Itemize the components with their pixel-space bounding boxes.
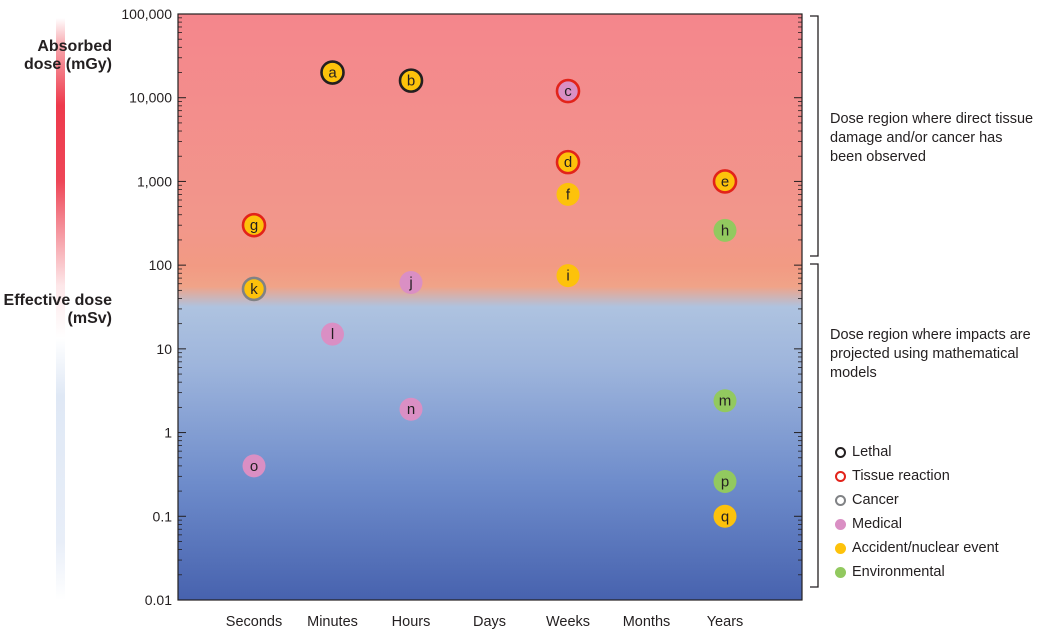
x-tick-label: Minutes xyxy=(307,614,358,630)
point-marker xyxy=(556,264,580,288)
upper-region-bracket xyxy=(810,15,819,257)
legend-swatch xyxy=(835,518,846,530)
legend-swatch xyxy=(835,566,846,578)
legend: Lethal Tissue reaction Cancer Medical Accide… xyxy=(835,444,1040,594)
legend-swatch xyxy=(835,542,846,554)
legend-item-medical: Medical xyxy=(835,516,902,532)
data-point-l: l xyxy=(321,322,344,346)
y-tick-label: 0.1 xyxy=(153,508,173,524)
legend-swatch xyxy=(835,494,846,506)
point-label: m xyxy=(719,393,732,410)
point-marker xyxy=(555,78,581,104)
legend-item-lethal: Lethal xyxy=(835,444,892,460)
y-tick-label: 10 xyxy=(156,341,172,357)
y-tick-label: 10,000 xyxy=(129,90,172,106)
y-tick-label: 0.01 xyxy=(145,592,172,608)
legend-label: Environmental xyxy=(852,564,945,580)
point-label: j xyxy=(408,275,412,292)
data-point-o: o xyxy=(242,454,266,478)
point-label: l xyxy=(331,326,334,343)
annotation-lower: Dose region where impacts are projected … xyxy=(830,327,1031,381)
point-label: o xyxy=(250,458,258,475)
legend-label: Lethal xyxy=(852,444,892,460)
data-point-e: e xyxy=(712,169,738,194)
y-label-absorbed: Absorbed dose (mGy) xyxy=(23,38,112,73)
legend-swatch xyxy=(835,470,846,482)
point-label: a xyxy=(328,65,337,82)
x-tick-label: Years xyxy=(707,614,744,630)
legend-label: Cancer xyxy=(852,492,899,508)
point-marker xyxy=(241,212,267,238)
data-point-q: q xyxy=(713,504,737,528)
y-tick-label: 1 xyxy=(164,425,172,441)
point-marker xyxy=(399,271,423,295)
point-marker xyxy=(713,470,737,494)
points-layer: a b c d e f g h i j k l m n o pq xyxy=(241,60,738,528)
point-marker xyxy=(712,169,738,194)
point-label: c xyxy=(564,83,572,100)
legend-item-tissue: Tissue reaction xyxy=(835,468,950,484)
point-marker xyxy=(713,218,737,242)
y-tick-label: 1,000 xyxy=(137,173,172,189)
x-tick-label: Seconds xyxy=(226,614,282,630)
y-label-effective: Effective dose (mSv) xyxy=(3,292,112,327)
data-point-k: k xyxy=(241,276,267,302)
point-marker xyxy=(320,60,345,85)
point-marker xyxy=(713,504,737,528)
legend-item-environmental: Environmental xyxy=(835,564,945,580)
legend-item-cancer: Cancer xyxy=(835,492,899,508)
point-label: g xyxy=(250,217,258,234)
point-label: d xyxy=(564,154,572,171)
point-label: p xyxy=(721,474,729,491)
point-label: i xyxy=(566,268,569,285)
point-label: k xyxy=(250,281,258,298)
point-label: f xyxy=(566,186,571,203)
legend-swatch xyxy=(835,446,846,458)
point-marker xyxy=(399,397,423,421)
point-marker xyxy=(398,68,424,93)
data-point-n: n xyxy=(399,397,423,421)
point-label: n xyxy=(407,401,415,418)
data-point-m: m xyxy=(713,389,737,413)
data-point-c: c xyxy=(555,78,581,104)
data-point-j: j xyxy=(399,271,423,295)
legend-label: Medical xyxy=(852,516,902,532)
data-point-f: f xyxy=(556,182,580,206)
x-tick-label: Months xyxy=(623,614,671,630)
legend-item-accident: Accident/nuclear event xyxy=(835,540,999,556)
point-label: e xyxy=(721,173,729,190)
point-marker xyxy=(321,322,344,346)
point-marker xyxy=(242,454,266,478)
legend-label: Tissue reaction xyxy=(852,468,950,484)
point-label: q xyxy=(721,508,729,525)
lower-region-bracket xyxy=(810,263,819,588)
data-point-i: i xyxy=(556,264,580,288)
axis-layer: 100,000 10,000 1,000 100 10 1 0.1 0.01 Seconds Mi… xyxy=(121,6,802,630)
data-point-d: d xyxy=(555,149,581,175)
x-tick-label: Weeks xyxy=(546,614,590,630)
y-tick-label: 100 xyxy=(149,257,173,273)
data-point-h: h xyxy=(713,218,737,242)
data-point-a: a xyxy=(320,60,345,85)
data-point-b: b xyxy=(398,68,424,93)
point-marker xyxy=(555,149,581,175)
point-marker xyxy=(556,182,580,206)
annotation-upper: Dose region where direct tissue damage a… xyxy=(830,111,1034,165)
point-marker xyxy=(713,389,737,413)
x-tick-label: Days xyxy=(473,614,506,630)
left-dose-scale-bar xyxy=(56,18,65,600)
point-label: h xyxy=(721,222,729,239)
legend-label: Accident/nuclear event xyxy=(852,540,999,556)
point-label: b xyxy=(407,73,415,90)
point-marker xyxy=(241,276,267,302)
x-tick-label: Hours xyxy=(392,614,431,630)
data-point-p: p xyxy=(713,470,737,494)
y-tick-label: 100,000 xyxy=(121,6,172,22)
plot-background xyxy=(177,13,803,601)
data-point-g: g xyxy=(241,212,267,238)
